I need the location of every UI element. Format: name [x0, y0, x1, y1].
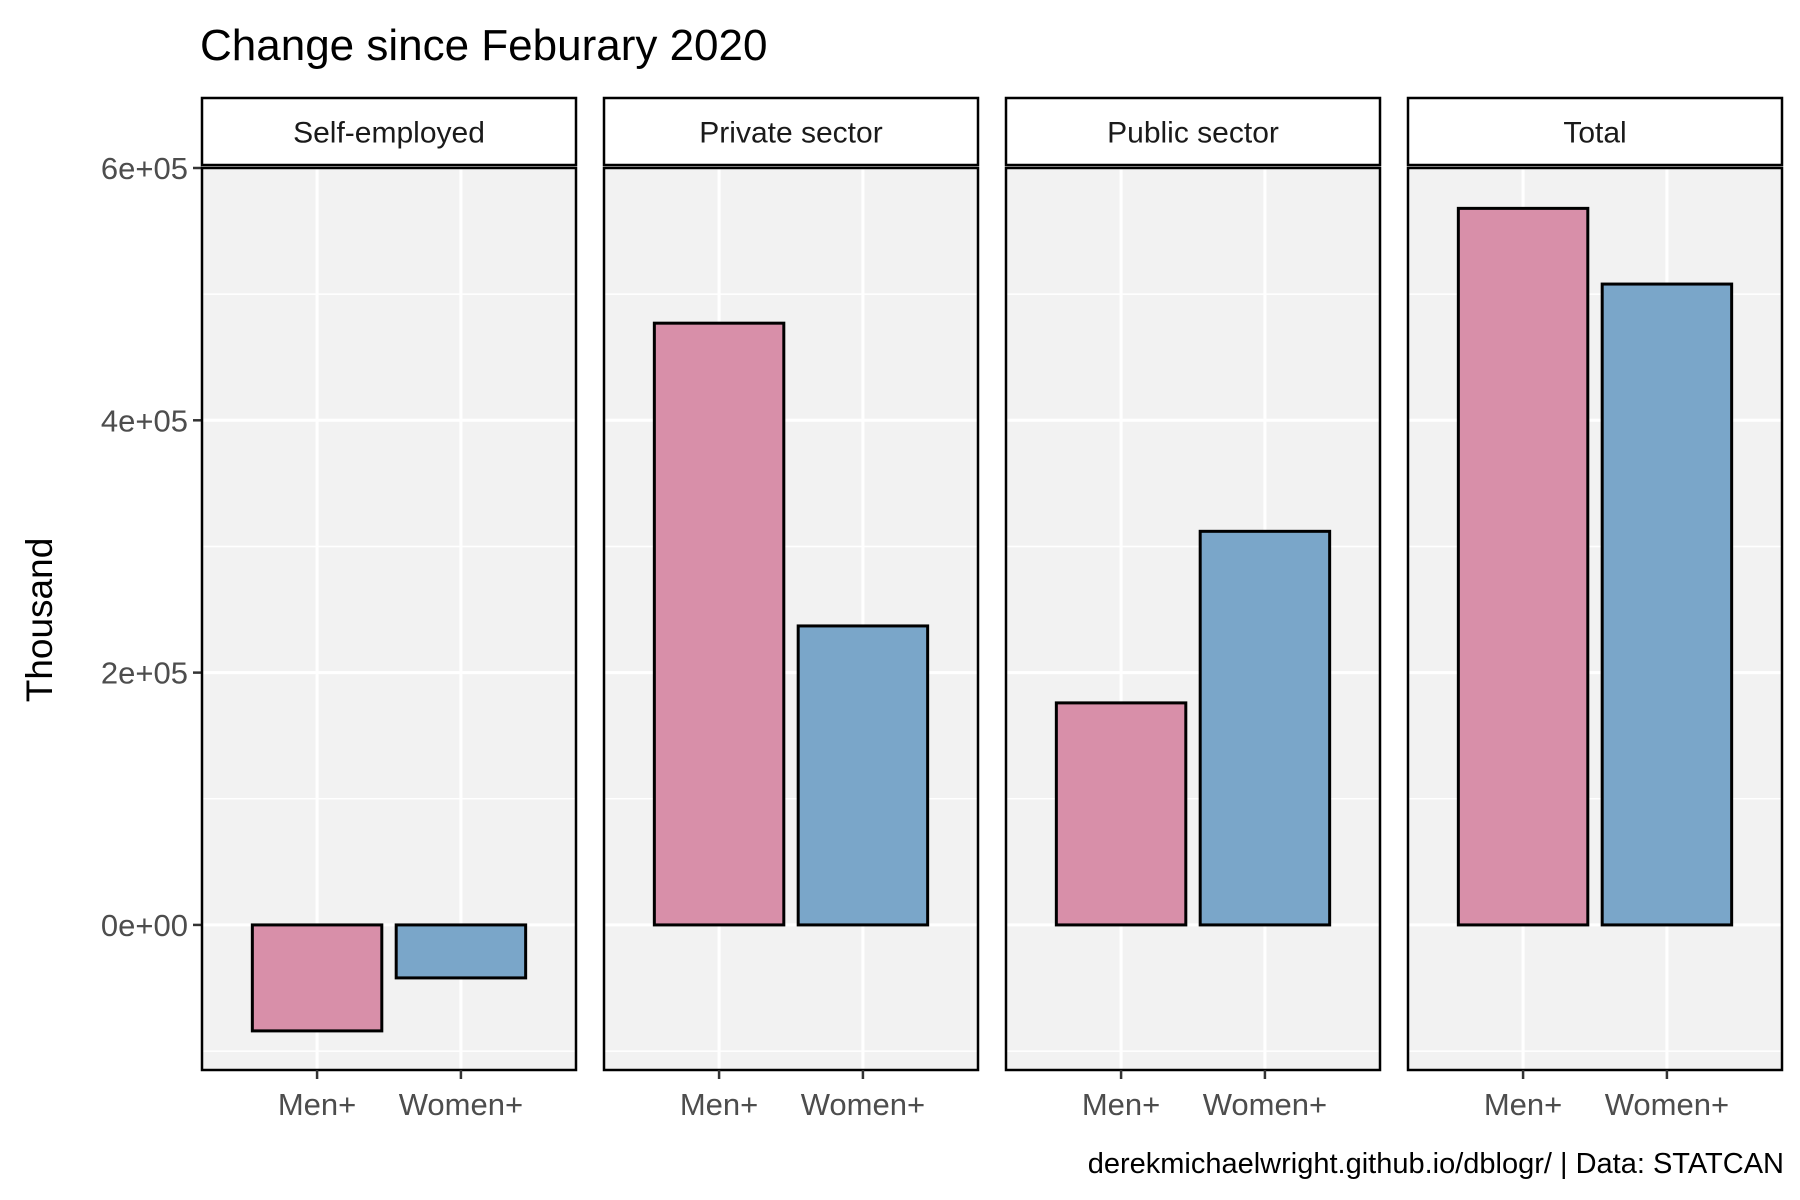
- facet-panel: Private sector Men+ Women+: [602, 96, 980, 1122]
- x-tick-label: Women+: [1203, 1087, 1327, 1122]
- facet-panels: Self-employed Men+ Women+ Private sector Men…: [200, 96, 1784, 1122]
- y-axis-title: Thousand: [19, 538, 60, 703]
- panel-border: [200, 166, 578, 1072]
- facet-strip: [602, 96, 980, 167]
- x-tick-label: Men+: [1082, 1087, 1160, 1122]
- bar-women-plus: [1600, 282, 1734, 927]
- chart-title: Change since Feburary 2020: [200, 21, 767, 70]
- bar-women-plus: [1198, 529, 1332, 927]
- bar-men-plus: [652, 321, 786, 927]
- facet-strip-label: Public sector: [1107, 117, 1279, 150]
- x-tick-label: Men+: [1484, 1087, 1562, 1122]
- facet-strip: [1406, 96, 1784, 167]
- y-tick-label: 2e+05: [101, 656, 188, 691]
- bar-women-plus: [394, 923, 528, 980]
- facet-strip-label: Self-employed: [293, 117, 485, 150]
- chart-caption: derekmichaelwright.github.io/dblogr/ | D…: [1088, 1148, 1784, 1180]
- x-tick-label: Women+: [399, 1087, 523, 1122]
- bar-men-plus: [250, 923, 384, 1033]
- x-tick-label: Men+: [278, 1087, 356, 1122]
- facet-panel: Public sector Men+ Women+: [1004, 96, 1382, 1122]
- facet-strip: [1004, 96, 1382, 167]
- facet-strip: [200, 96, 578, 167]
- facet-panel: Self-employed Men+ Women+: [200, 96, 578, 1122]
- panel-border: [602, 166, 980, 1072]
- y-tick-label: 0e+00: [101, 908, 188, 943]
- x-tick-label: Women+: [801, 1087, 925, 1122]
- facet-strip-label: Total: [1563, 117, 1626, 150]
- x-tick-label: Men+: [680, 1087, 758, 1122]
- panel-background: [202, 168, 576, 1070]
- bar-men-plus: [1456, 206, 1590, 927]
- bar-women-plus: [796, 624, 930, 927]
- facet-strip-label: Private sector: [699, 117, 882, 150]
- x-tick-label: Women+: [1605, 1087, 1729, 1122]
- panel-border: [1004, 166, 1382, 1072]
- y-tick-label: 6e+05: [101, 151, 188, 186]
- y-axis-ticks: 0e+00 2e+05 4e+05 6e+05: [101, 151, 202, 943]
- facet-panel: Total Men+ Women+: [1406, 96, 1784, 1122]
- y-tick-label: 4e+05: [101, 403, 188, 438]
- bar-men-plus: [1054, 701, 1188, 927]
- panel-border: [1406, 166, 1784, 1072]
